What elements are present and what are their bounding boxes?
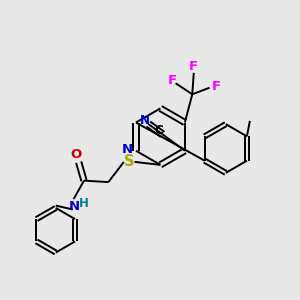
Text: C: C: [154, 124, 163, 137]
Text: F: F: [167, 74, 177, 87]
Text: F: F: [189, 60, 198, 73]
Text: N: N: [140, 114, 150, 127]
Text: N: N: [122, 143, 133, 156]
Text: F: F: [212, 80, 220, 93]
Text: H: H: [79, 197, 88, 210]
Text: S: S: [124, 154, 134, 169]
Text: N: N: [69, 200, 80, 213]
Text: O: O: [71, 148, 82, 161]
